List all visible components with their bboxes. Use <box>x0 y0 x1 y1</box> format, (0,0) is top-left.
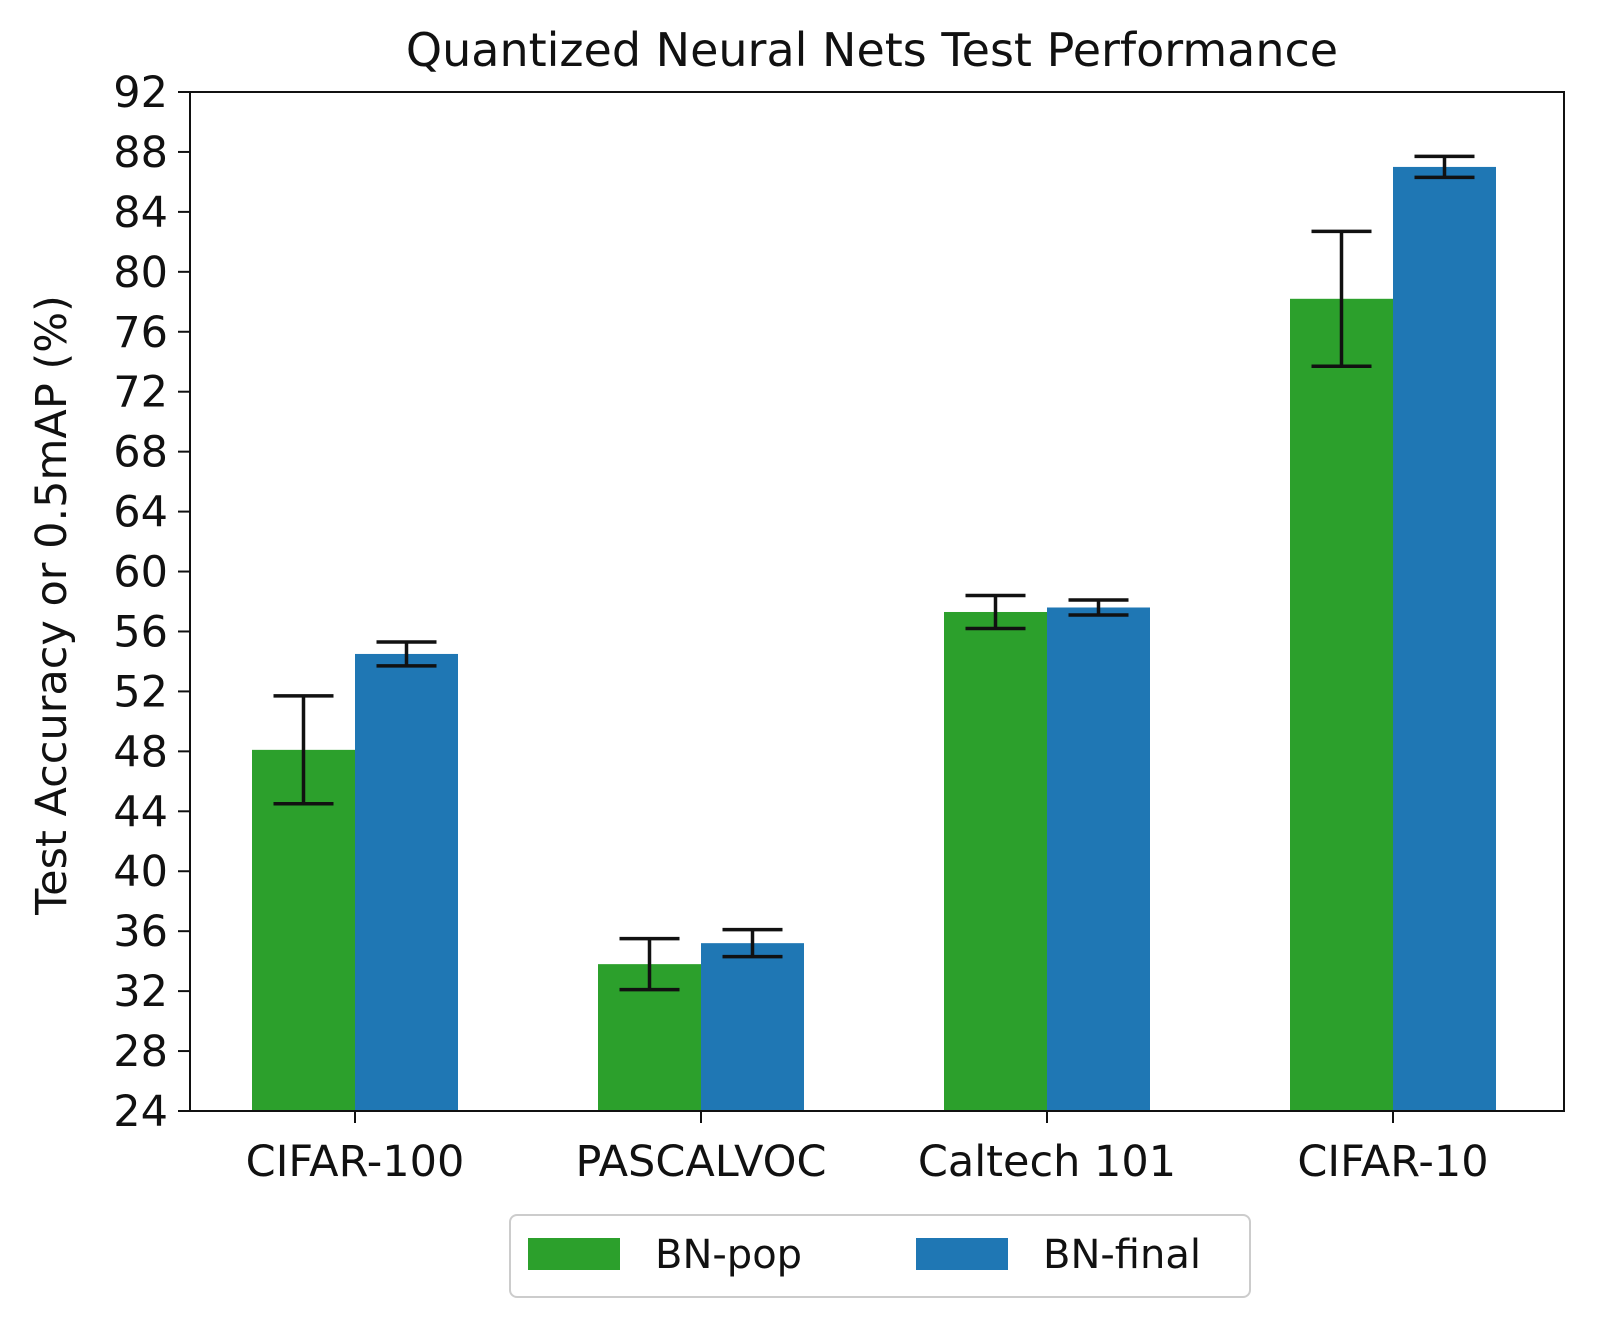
bar-bn-pop-cifar-100 <box>252 749 355 1111</box>
y-tick-label-80: 80 <box>113 248 168 298</box>
bar-bn-final-pascalvoc <box>701 943 804 1111</box>
y-tick-label-64: 64 <box>113 488 168 538</box>
legend-swatch-bn-pop <box>528 1238 620 1270</box>
bar-bn-final-cifar-10 <box>1393 166 1496 1112</box>
y-tick-label-24: 24 <box>113 1087 168 1137</box>
plot-area <box>189 91 1565 1112</box>
y-tick-label-28: 28 <box>113 1027 168 1077</box>
legend-label-bn-final: BN-final <box>1043 1232 1201 1278</box>
y-axis-label: Test Accuracy or 0.5mAP (%) <box>27 295 77 916</box>
x-axis: CIFAR-100 PASCALVOC Caltech 101 CIFAR-10 <box>246 1111 1489 1187</box>
legend: BN-pop BN-final <box>509 1214 1251 1298</box>
x-tick-label-cifar-10: CIFAR-10 <box>1297 1137 1488 1187</box>
bar-bn-pop-cifar-10 <box>1290 298 1393 1111</box>
y-tick-label-52: 52 <box>113 667 168 717</box>
legend-swatch-bn-final <box>916 1238 1008 1270</box>
x-tick-label-caltech-101: Caltech 101 <box>918 1137 1176 1187</box>
y-tick-label-92: 92 <box>113 68 168 118</box>
legend-label-bn-pop: BN-pop <box>655 1232 802 1278</box>
legend-box <box>509 1214 1251 1298</box>
y-tick-label-84: 84 <box>113 188 168 238</box>
y-tick-label-56: 56 <box>113 607 168 657</box>
y-axis: 24 28 32 36 40 44 48 52 56 60 64 68 72 76 80 84 88 92 <box>113 68 190 1137</box>
bar-bn-pop-caltech-101 <box>944 611 1047 1111</box>
x-tick-label-cifar-100: CIFAR-100 <box>246 1137 465 1187</box>
y-tick-label-32: 32 <box>113 967 168 1017</box>
y-tick-label-60: 60 <box>113 548 168 598</box>
plot-frame <box>189 91 1565 1112</box>
y-tick-label-88: 88 <box>113 128 168 178</box>
x-tick-label-pascalvoc: PASCALVOC <box>575 1137 826 1187</box>
y-tick-label-72: 72 <box>113 368 168 418</box>
bars-layer <box>252 166 1496 1112</box>
error-bars-layer <box>273 154 1475 992</box>
y-tick-label-68: 68 <box>113 428 168 478</box>
bar-bn-final-cifar-100 <box>355 653 458 1111</box>
y-tick-label-40: 40 <box>113 847 168 897</box>
y-tick-label-76: 76 <box>113 308 168 358</box>
y-tick-label-36: 36 <box>113 907 168 957</box>
chart-title: Quantized Neural Nets Test Performance <box>406 23 1338 77</box>
bar-bn-final-caltech-101 <box>1047 607 1150 1111</box>
y-tick-label-44: 44 <box>113 787 168 837</box>
y-tick-label-48: 48 <box>113 727 168 777</box>
